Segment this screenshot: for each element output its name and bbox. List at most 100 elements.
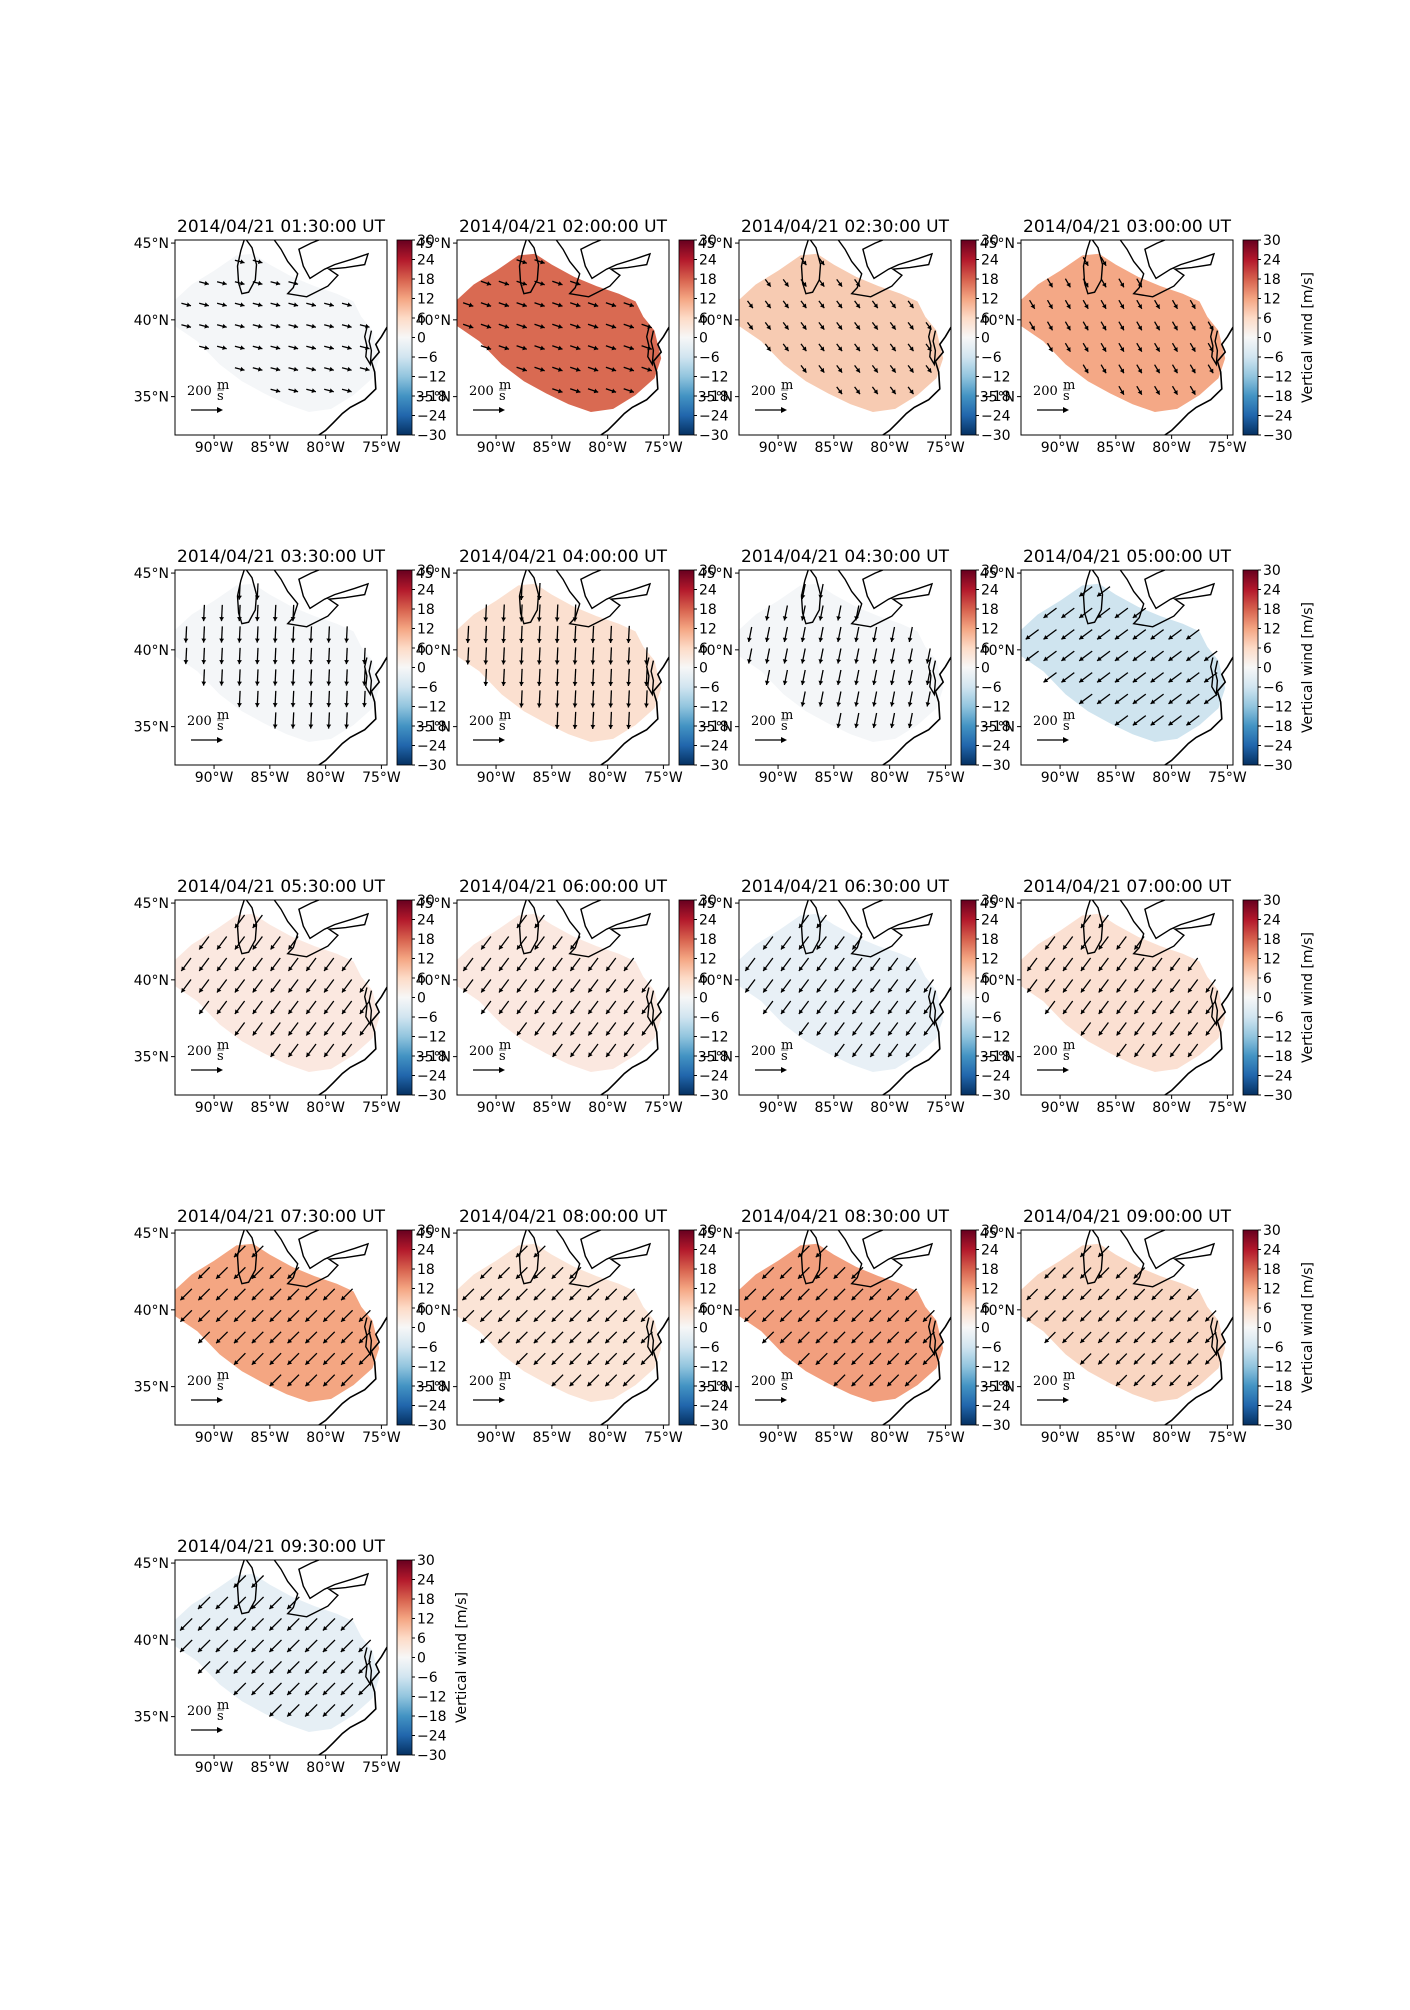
wind-arrow <box>1133 1022 1145 1036</box>
coastline <box>882 973 951 1095</box>
axes-frame <box>174 1559 388 1756</box>
wind-arrow <box>590 647 596 665</box>
lon-tick-label: 80°W <box>870 770 909 786</box>
wind-arrow <box>197 1288 211 1301</box>
colorbar-tick-label: 0 <box>1263 331 1272 347</box>
wind-arrow <box>886 1331 900 1344</box>
wind-arrow <box>815 1352 828 1366</box>
wind-arrow <box>340 1617 354 1631</box>
wind-arrow <box>818 605 824 621</box>
map-area <box>175 900 387 1095</box>
wind-arrow <box>836 691 842 707</box>
wind-arrow <box>252 936 263 950</box>
colorbar-tick-label: −18 <box>417 1709 447 1725</box>
wind-arrow <box>234 979 246 993</box>
colorbar-tick-label: −24 <box>1263 409 1293 425</box>
wind-arrow <box>198 1000 210 1015</box>
wind-arrow <box>1043 607 1057 619</box>
wind-arrow <box>322 1682 336 1696</box>
wind-arrow <box>623 302 635 308</box>
lon-tick-label: 85°W <box>251 1760 290 1776</box>
wind-arrow <box>1151 1288 1163 1301</box>
wind-arrow <box>800 691 806 707</box>
wind-arrow <box>324 366 334 372</box>
wind-arrow <box>925 343 932 352</box>
colorbar-tick-label: 0 <box>417 331 426 347</box>
vertical-wind-fill <box>739 1243 944 1402</box>
colorbar-gradient <box>396 569 413 766</box>
wind-arrow <box>1098 1000 1109 1015</box>
wind-arrow <box>308 690 314 708</box>
panel-title: 2014/04/21 06:00:00 UT <box>459 877 668 897</box>
wind-arrow <box>572 625 578 644</box>
wind-arrow <box>854 691 860 707</box>
coastline <box>600 1303 669 1425</box>
wind-arrow <box>465 625 471 644</box>
colorbar-tick-label: −12 <box>417 370 447 386</box>
colorbar-tick-label: 0 <box>417 661 426 677</box>
reference-arrow-unit-den: s <box>499 719 506 734</box>
coastline <box>882 1303 951 1425</box>
wind-arrow <box>782 300 790 309</box>
wind-arrow <box>287 1266 300 1280</box>
colorbar-tick-label: −18 <box>981 719 1011 735</box>
wind-arrow <box>519 668 524 687</box>
wind-arrow <box>800 365 807 373</box>
wind-arrow <box>572 668 578 687</box>
wind-arrow <box>516 1022 528 1036</box>
panel-title: 2014/04/21 08:30:00 UT <box>741 1207 950 1227</box>
wind-arrow <box>798 936 810 950</box>
wind-arrow <box>889 365 897 373</box>
wind-arrow <box>254 604 260 622</box>
wind-arrow <box>270 388 281 394</box>
colorbar-tick-label: −18 <box>1263 1379 1293 1395</box>
colorbar-tick-label: −30 <box>699 758 729 774</box>
reference-arrow-value: 200 <box>187 1704 212 1719</box>
wind-arrow <box>798 979 810 993</box>
wind-arrow <box>516 366 528 372</box>
colorbar-tick-label: 12 <box>1263 952 1281 968</box>
colorbar: 30 24 18 12 6 0 −6 −12 −18 −24 −30 <box>396 893 447 1104</box>
colorbar-tick-label: −30 <box>981 758 1011 774</box>
reference-arrow-unit-num: m <box>217 1698 229 1713</box>
lon-tick-label: 90°W <box>477 770 516 786</box>
wind-arrow <box>252 957 263 972</box>
wind-arrow <box>872 648 878 664</box>
colorbar-tick-label: −18 <box>981 1049 1011 1065</box>
wind-arrow <box>306 323 317 329</box>
colorbar: 30 24 18 12 6 0 −6 −12 −18 −24 −30 <box>960 1223 1011 1434</box>
colorbar-tick-label: −6 <box>1263 1340 1284 1356</box>
wind-arrow <box>1150 629 1164 640</box>
wind-arrow <box>904 1331 918 1344</box>
wind-arrow <box>251 1331 264 1344</box>
colorbar-tick-label: 18 <box>699 602 717 618</box>
wind-arrow <box>533 1309 546 1323</box>
colorbar-tick-label: −24 <box>417 1729 447 1745</box>
wind-arrow <box>340 1288 354 1301</box>
colorbar-tick-label: 18 <box>981 932 999 948</box>
wind-arrow <box>1186 1374 1199 1387</box>
wind-arrow <box>1098 936 1109 950</box>
wind-arrow <box>1043 650 1057 662</box>
wind-arrow <box>1116 1000 1127 1015</box>
wind-arrow <box>872 712 878 729</box>
wind-arrow <box>358 1352 371 1366</box>
wind-arrow <box>536 668 542 687</box>
wind-arrow <box>744 979 756 993</box>
wind-arrow <box>304 1288 318 1301</box>
wind-arrow <box>868 1331 882 1344</box>
wind-arrow <box>341 1000 353 1015</box>
wind-arrow <box>326 690 332 708</box>
wind-arrow <box>626 625 632 644</box>
wind-arrow <box>1133 1267 1146 1279</box>
wind-arrow <box>1207 321 1214 331</box>
lat-tick-label: 35°N <box>980 720 1015 736</box>
wind-arrow <box>1132 629 1147 640</box>
wind-arrow <box>272 712 278 729</box>
colorbar-tick-label: 0 <box>981 1321 990 1337</box>
colorbar-tick-label: 18 <box>1263 602 1281 618</box>
lon-tick-label: 80°W <box>306 440 345 456</box>
wind-arrow <box>215 1660 229 1674</box>
wind-arrow <box>1097 1310 1110 1322</box>
colorbar-tick-label: 18 <box>981 272 999 288</box>
